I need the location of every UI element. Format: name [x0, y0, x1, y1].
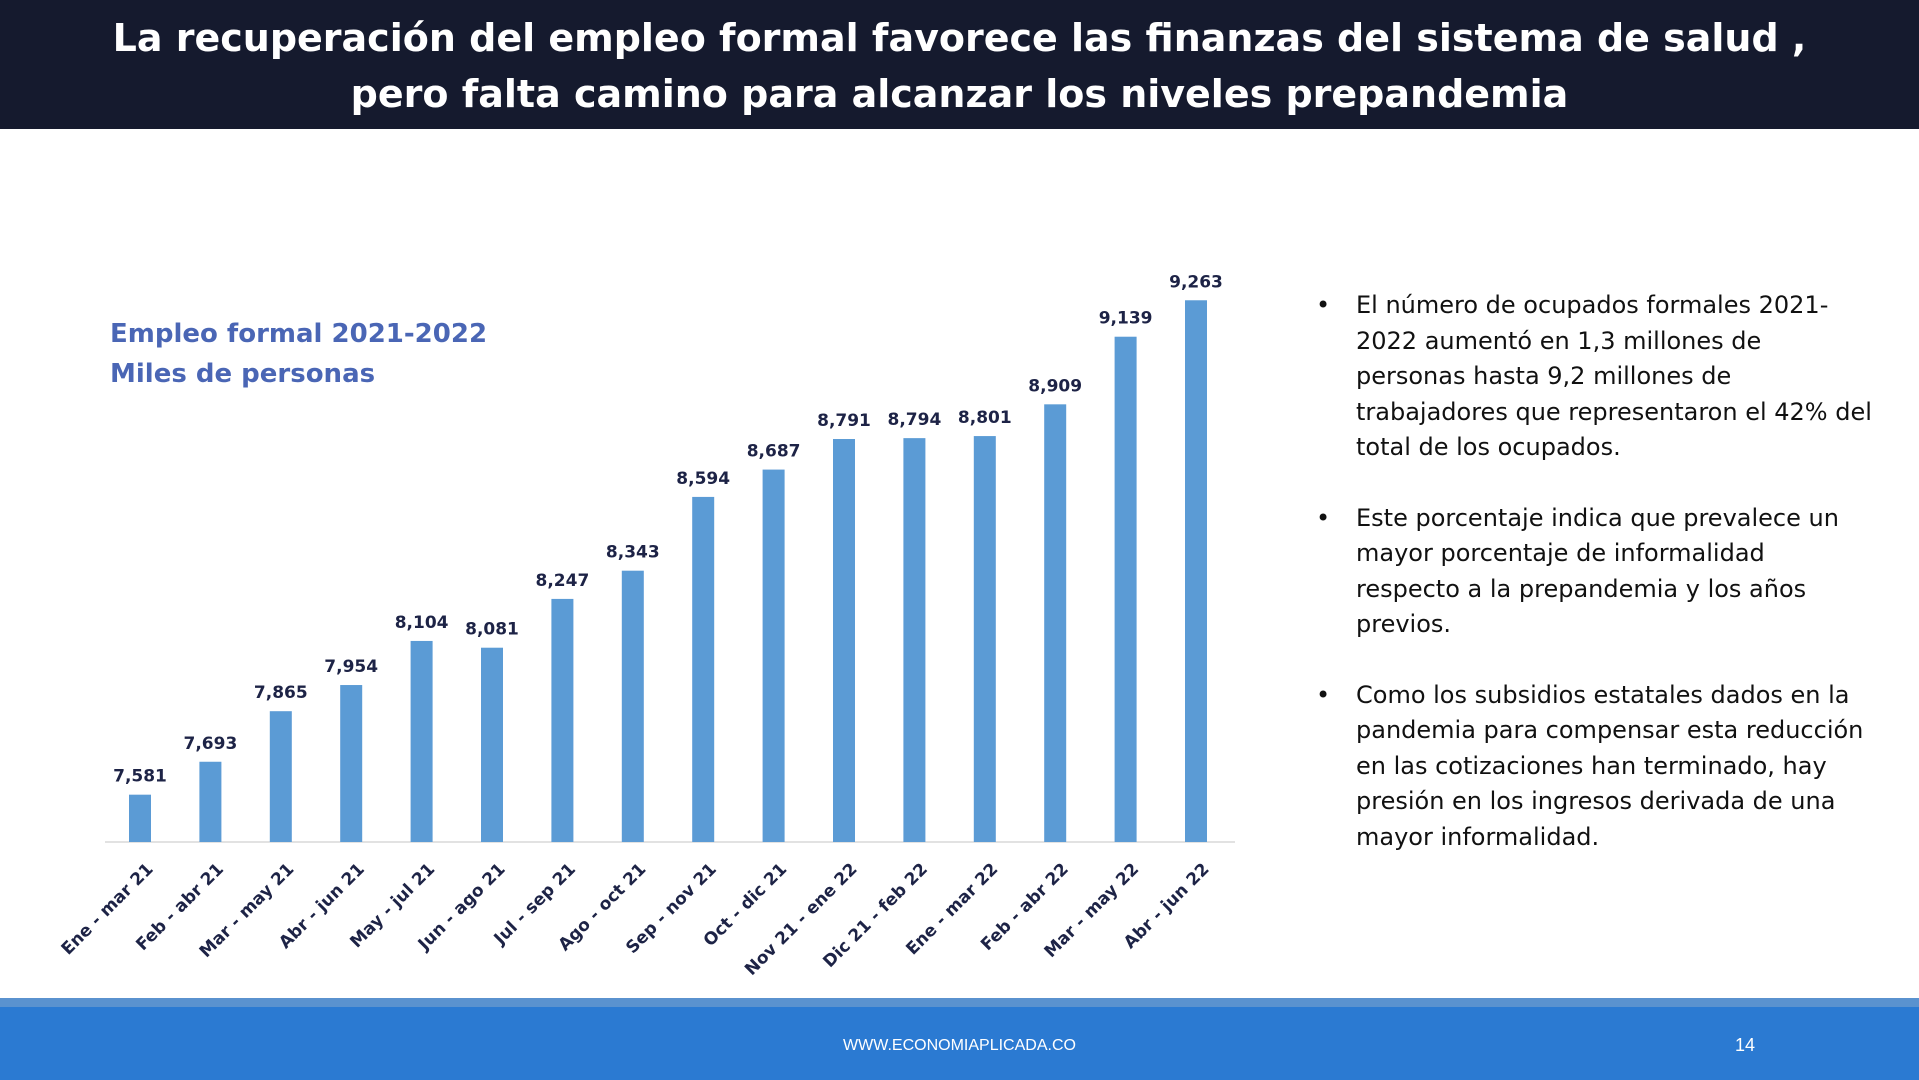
bullet-text: El número de ocupados formales 2021-2022…: [1356, 291, 1872, 461]
bar: [269, 711, 292, 842]
bar: [692, 496, 715, 842]
bar: [340, 685, 363, 842]
data-label: 8,594: [676, 469, 730, 489]
bullet-text: Como los subsidios estatales dados en la…: [1356, 680, 1864, 851]
bullet-item: • Este porcentaje indica que prevalece u…: [1316, 501, 1876, 643]
page-number: 14: [1734, 1035, 1756, 1055]
data-label: 7,581: [113, 767, 167, 787]
footer-bar: WWW.ECONOMIAPLICADA.CO 14: [0, 1007, 1919, 1080]
data-label: 8,104: [395, 613, 449, 633]
bullet-item: • El número de ocupados formales 2021-20…: [1316, 288, 1876, 466]
bar: [833, 439, 855, 842]
data-label: 7,865: [254, 683, 308, 703]
data-label: 8,687: [747, 442, 801, 462]
data-label: 9,263: [1169, 272, 1223, 292]
bullet-list: • El número de ocupados formales 2021-20…: [1316, 288, 1876, 890]
bar: [129, 794, 151, 842]
data-label: 8,791: [817, 411, 871, 431]
slide-title-bar: La recuperación del empleo formal favore…: [0, 0, 1919, 129]
bullet-icon: •: [1316, 680, 1331, 709]
footer-stripe: [0, 998, 1919, 1007]
bar: [199, 761, 222, 842]
data-label: 7,693: [184, 734, 238, 754]
bullet-icon: •: [1316, 503, 1331, 532]
bar: [551, 598, 574, 842]
chart-title-line-2: Miles de personas: [110, 359, 376, 389]
data-label: 8,343: [606, 543, 660, 563]
bullet-icon: •: [1316, 291, 1331, 319]
slide-title-line-2: pero falta camino para alcanzar los nive…: [350, 72, 1569, 116]
bar: [481, 647, 503, 842]
slide-title-line-1: La recuperación del empleo formal favore…: [112, 16, 1807, 60]
bar: [973, 436, 996, 842]
bullet-text: Este porcentaje indica que prevalece un …: [1356, 503, 1839, 639]
data-label: 7,954: [324, 657, 378, 677]
bar: [621, 570, 644, 842]
chart-title: Empleo formal 2021-2022 Miles de persona…: [110, 314, 487, 394]
bar: [1185, 300, 1207, 843]
bar: [1044, 404, 1067, 842]
data-label: 9,139: [1099, 309, 1153, 329]
bar: [903, 438, 926, 842]
data-label: 8,794: [888, 410, 942, 430]
bar: [762, 469, 785, 842]
data-label: 8,081: [465, 620, 519, 640]
bullet-item: • Como los subsidios estatales dados en …: [1316, 678, 1876, 856]
footer-url: WWW.ECONOMIAPLICADA.CO: [843, 1037, 1076, 1054]
chart-title-line-1: Empleo formal 2021-2022: [110, 319, 488, 349]
bar: [410, 640, 433, 842]
data-label: 8,801: [958, 408, 1012, 428]
data-label: 8,247: [536, 571, 590, 591]
data-label: 8,909: [1028, 376, 1082, 396]
bar: [1114, 336, 1137, 842]
